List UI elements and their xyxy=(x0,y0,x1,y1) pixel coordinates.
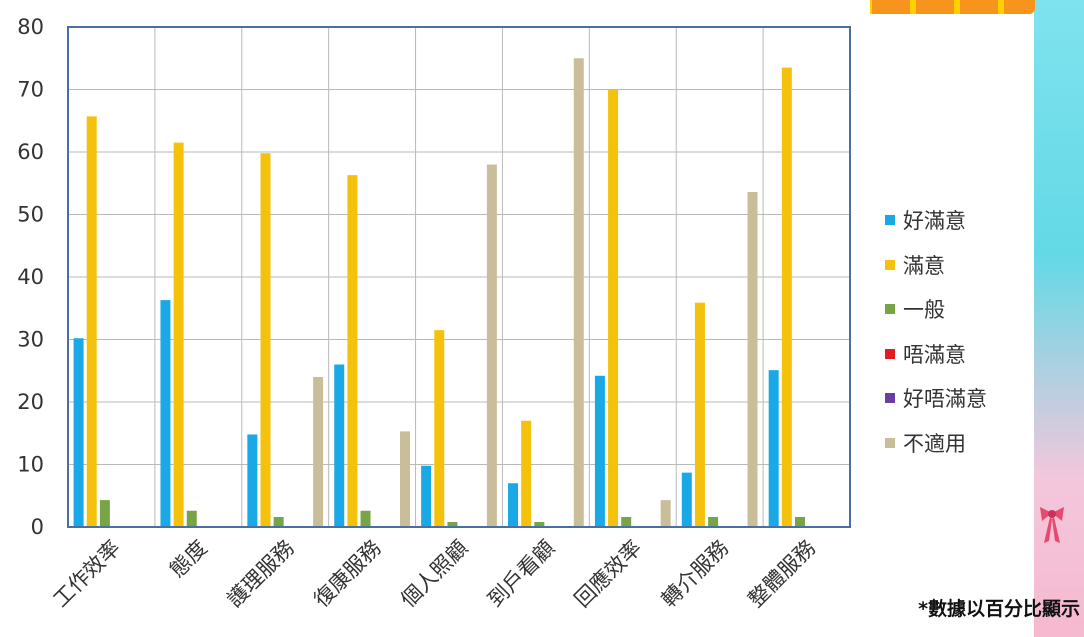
bar-一般 xyxy=(708,517,719,527)
bar-滿意 xyxy=(781,67,792,527)
legend-label: 唔滿意 xyxy=(903,342,966,367)
legend-label: 不適用 xyxy=(903,431,966,456)
bar-一般 xyxy=(186,510,197,527)
legend-item: 一般 xyxy=(885,287,987,332)
legend-label: 好唔滿意 xyxy=(903,387,987,412)
bar-不適用 xyxy=(660,500,671,527)
y-tick-label: 20 xyxy=(17,390,44,414)
legend-swatch xyxy=(885,437,895,448)
bar-好滿意 xyxy=(421,465,432,527)
y-tick-label: 30 xyxy=(17,328,44,352)
bar-chart: 01020304050607080工作效率 態度 護理服務 復康服務 個人照顧 到戶看顧回… xyxy=(17,15,851,612)
bar-不適用 xyxy=(399,431,410,527)
bar-好滿意 xyxy=(247,434,258,527)
legend-item: 滿意 xyxy=(885,243,987,288)
legend-label: 滿意 xyxy=(903,253,945,278)
bar-滿意 xyxy=(260,153,271,527)
bar-一般 xyxy=(794,517,805,527)
bar-滿意 xyxy=(173,142,184,527)
legend-item: 唔滿意 xyxy=(885,332,987,377)
legend-swatch xyxy=(885,348,895,359)
legend-item: 不適用 xyxy=(885,421,987,466)
y-tick-label: 10 xyxy=(17,453,44,477)
bar-好滿意 xyxy=(768,370,779,527)
y-tick-label: 60 xyxy=(17,140,44,164)
y-tick-label: 50 xyxy=(17,203,44,227)
bar-好滿意 xyxy=(334,364,345,527)
bar-好滿意 xyxy=(681,472,692,527)
legend-swatch xyxy=(885,304,895,315)
bar-一般 xyxy=(273,517,284,527)
y-tick-label: 0 xyxy=(31,515,44,539)
bar-不適用 xyxy=(486,164,497,527)
right-decorative-strip xyxy=(1034,0,1084,637)
bar-滿意 xyxy=(608,89,619,527)
bar-一般 xyxy=(99,500,110,527)
plot-area-border xyxy=(67,26,851,528)
bar-滿意 xyxy=(521,420,532,527)
chart-legend: 好滿意滿意一般唔滿意好唔滿意不適用 xyxy=(885,198,987,465)
bar-一般 xyxy=(534,522,545,527)
y-tick-label: 70 xyxy=(17,78,44,102)
bar-好滿意 xyxy=(73,338,84,527)
legend-item: 好唔滿意 xyxy=(885,376,987,421)
bar-不適用 xyxy=(313,377,324,527)
bar-不適用 xyxy=(573,58,584,527)
y-tick-label: 80 xyxy=(17,15,44,39)
legend-swatch xyxy=(885,215,895,226)
bar-不適用 xyxy=(747,192,758,527)
footnote: *數據以百分比顯示 xyxy=(918,598,1080,620)
legend-swatch xyxy=(885,393,895,404)
bar-好滿意 xyxy=(160,300,171,527)
ribbon-icon xyxy=(1040,507,1064,543)
legend-item: 好滿意 xyxy=(885,198,987,243)
bar-滿意 xyxy=(434,330,445,527)
bar-一般 xyxy=(621,517,632,527)
bar-滿意 xyxy=(694,302,705,527)
legend-label: 一般 xyxy=(903,298,945,323)
bar-滿意 xyxy=(347,175,358,527)
y-tick-label: 40 xyxy=(17,265,44,289)
bar-一般 xyxy=(447,522,458,527)
legend-swatch xyxy=(885,259,895,270)
bar-一般 xyxy=(360,510,371,527)
legend-label: 好滿意 xyxy=(903,209,966,234)
bar-好滿意 xyxy=(508,483,519,527)
bar-好滿意 xyxy=(594,375,605,527)
bar-滿意 xyxy=(86,116,97,527)
